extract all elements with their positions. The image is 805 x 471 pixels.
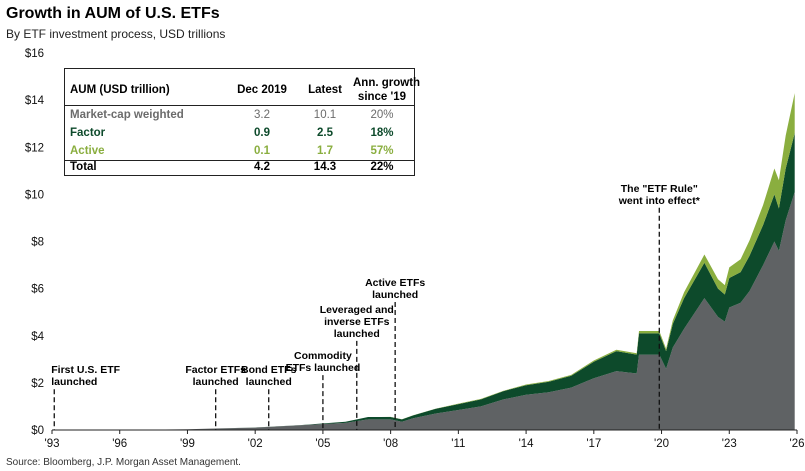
x-tick-label: '08 (383, 438, 398, 450)
y-tick-label: $10 (25, 189, 44, 201)
area-market-cap (52, 192, 795, 430)
stacked-areas (52, 93, 795, 430)
annotation-label: ETFs launched (286, 362, 361, 374)
header-growth: Ann. growth since '19 (353, 77, 421, 103)
row-dec2019: 0.9 (254, 127, 270, 139)
table-divider (65, 160, 414, 161)
row-label: Factor (70, 127, 106, 139)
x-tick-label: '93 (45, 438, 60, 450)
annotation-label: went into effect* (618, 195, 701, 207)
row-growth: 22% (370, 161, 394, 173)
table-divider (65, 105, 414, 106)
header-aum: AUM (USD trillion) (70, 84, 170, 96)
row-latest: 2.5 (317, 127, 333, 139)
summary-table: AUM (USD trillion) Dec 2019 Latest Ann. … (64, 68, 421, 176)
annotation-label: launched (193, 376, 239, 388)
row-latest: 1.7 (317, 145, 333, 157)
annotation-label: Active ETFs (365, 277, 425, 289)
header-dec2019: Dec 2019 (237, 84, 287, 96)
y-tick-label: $12 (25, 142, 44, 154)
x-tick-label: '17 (586, 438, 601, 450)
header-latest: Latest (308, 84, 342, 96)
x-tick-label: '05 (315, 438, 330, 450)
table-row-active: Active 0.1 1.7 57% (65, 142, 414, 160)
table-header-row: AUM (USD trillion) Dec 2019 Latest Ann. … (65, 73, 421, 105)
row-dec2019: 0.1 (254, 145, 270, 157)
row-growth: 57% (370, 145, 394, 157)
x-tick-label: '99 (180, 438, 195, 450)
row-dec2019: 4.2 (254, 161, 270, 173)
y-tick-label: $16 (25, 48, 44, 60)
annotation-label: launched (51, 376, 97, 388)
y-tick-label: $14 (25, 95, 45, 107)
annotation-label: launched (246, 376, 292, 388)
annotation-label: First U.S. ETF (51, 364, 120, 376)
annotation-label: The "ETF Rule" (621, 183, 698, 195)
y-tick-label: $6 (31, 284, 44, 296)
row-dec2019: 3.2 (254, 109, 270, 121)
x-tick-label: '02 (248, 438, 263, 450)
annotation-label: Leveraged and (320, 304, 394, 316)
row-latest: 14.3 (313, 161, 337, 173)
table-row-total: Total 4.2 14.3 22% (65, 158, 414, 176)
annotation-label: launched (372, 289, 418, 301)
axes: $0 $2 $4 $6 $8 $10 $12 $14 $16 '93 '96 '99 '02 '05 '08… (25, 48, 805, 450)
x-tick-label: '14 (519, 438, 535, 450)
annotation-label: Commodity (294, 350, 352, 362)
annotation-label: Factor ETFs (185, 364, 246, 376)
y-tick-label: $4 (31, 331, 44, 343)
x-tick-label: '26 (790, 438, 805, 450)
row-label: Market-cap weighted (70, 109, 184, 121)
row-growth: 20% (370, 109, 394, 121)
x-tick-label: '20 (654, 438, 669, 450)
row-growth: 18% (370, 127, 394, 139)
row-label: Active (70, 145, 105, 157)
x-tick-label: '96 (112, 438, 127, 450)
x-tick-label: '23 (722, 438, 737, 450)
annotation-label: inverse ETFs (324, 316, 390, 328)
row-latest: 10.1 (313, 109, 337, 121)
chart-subtitle: By ETF investment process, USD trillions (6, 27, 226, 41)
row-label: Total (70, 161, 97, 173)
annotation-label: launched (334, 328, 380, 340)
table-row-market-cap: Market-cap weighted 3.2 10.1 20% (65, 106, 414, 124)
annotation-label: Bond ETFs (241, 364, 297, 376)
x-tick-label: '11 (451, 438, 465, 450)
source-note: Source: Bloomberg, J.P. Morgan Asset Man… (6, 457, 241, 468)
table-row-factor: Factor 0.9 2.5 18% (65, 124, 414, 142)
y-tick-label: $2 (31, 378, 44, 390)
y-tick-label: $0 (31, 425, 44, 437)
y-tick-label: $8 (31, 237, 44, 249)
page-title: Growth in AUM of U.S. ETFs (6, 5, 220, 22)
area-factor (52, 133, 795, 430)
